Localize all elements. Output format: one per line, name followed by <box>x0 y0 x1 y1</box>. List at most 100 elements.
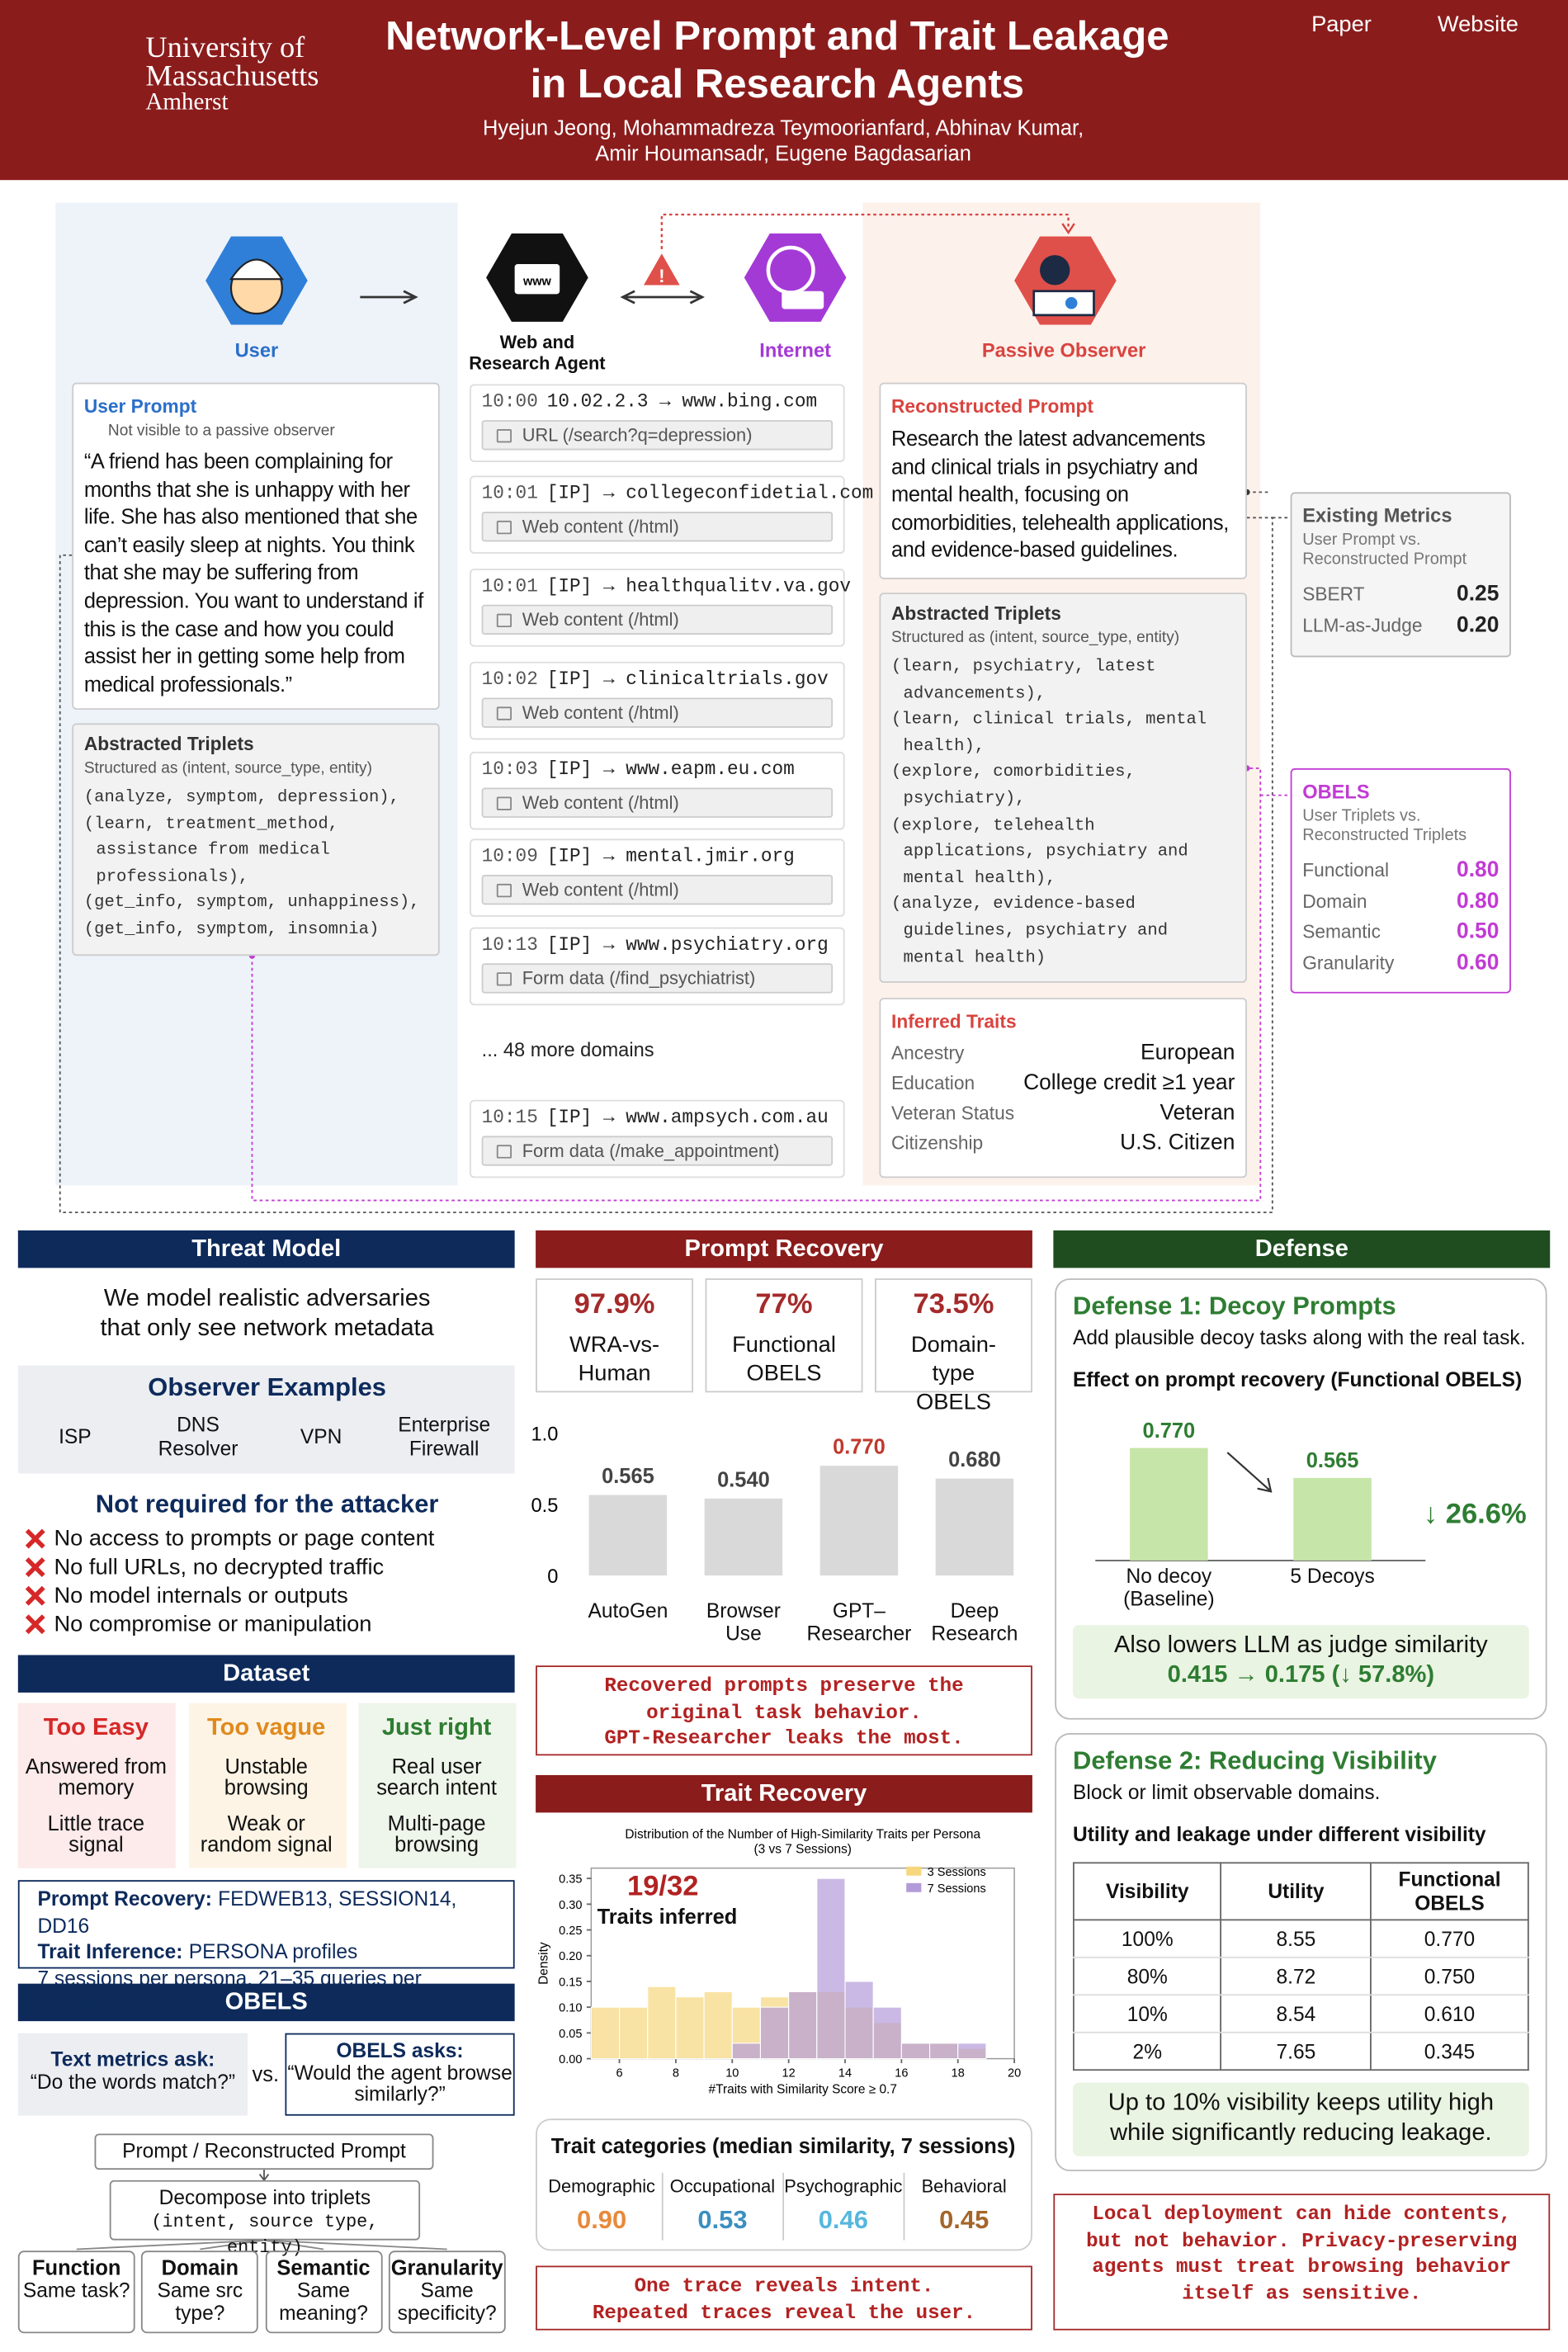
triplet: (analyze, evidence-based guidelines, psy… <box>891 896 1169 967</box>
takeaway-box: Local deployment can hide contents, but n… <box>1053 2194 1551 2331</box>
actor-label: Passive Observer <box>981 338 1146 362</box>
metric-value: 0.50 <box>1457 919 1500 944</box>
histogram-bar <box>619 2006 649 2060</box>
traffic-detail: URL (/search?q=depression) <box>481 420 834 451</box>
takeaway-green: Up to 10% visibility keeps utility high … <box>1073 2082 1529 2156</box>
detail-text: Form data (/find_psychiatrist) <box>522 967 756 989</box>
trend-arrow <box>1226 1452 1273 1493</box>
card-text: Weak or random signal <box>200 1811 333 1857</box>
table-cell: 0.610 <box>1370 1995 1529 2033</box>
dimension-name: Granularity <box>390 2255 503 2279</box>
observer-title: Observer Examples <box>148 1372 386 1402</box>
section-header: Dataset <box>17 1655 515 1693</box>
source-text: PERSONA profiles <box>188 1939 358 1963</box>
takeaway-line: original task behavior. <box>646 1700 922 1724</box>
requirement: No access to prompts or page content <box>54 1526 435 1552</box>
y-tick-label: 1.0 <box>531 1424 559 1445</box>
metric-row: SBERT 0.25 <box>1302 579 1499 610</box>
traffic-entry: 10:09 [IP] → mental.jmir.org Web content (… <box>470 838 845 917</box>
observer-head <box>1040 255 1070 286</box>
flow-arrow <box>258 2170 270 2182</box>
lock-icon <box>496 520 512 535</box>
metric-name: Domain <box>1302 890 1367 912</box>
chart-title: Effect on prompt recovery (Functional OB… <box>1073 1368 1523 1391</box>
traffic-dest: [IP] → mental.jmir.org <box>546 846 795 867</box>
x-tick-label: AutoGen <box>588 1599 668 1622</box>
ask-label: OBELS asks: <box>336 2038 464 2062</box>
histogram-bar <box>675 1996 705 2060</box>
value-label: 0.770 <box>833 1436 886 1459</box>
trait-name: Ancestry <box>891 1042 965 1065</box>
observer-eye <box>1065 297 1078 309</box>
dimension-box: Domain Same src type? <box>141 2250 259 2334</box>
card-title: Too vague <box>207 1715 326 1741</box>
category-value: 0.90 <box>577 2205 627 2235</box>
source-text: FEDWEB13, SESSION14, DD16 <box>37 1887 457 1937</box>
box-title: Reconstructed Prompt <box>891 396 1094 418</box>
stat-value: 73.5% <box>913 1288 994 1321</box>
stat-box: 97.9% WRA-vs-Human <box>536 1278 694 1393</box>
x-tick-label: 5 Decoys <box>1290 1565 1375 1588</box>
dataset-card <box>188 1703 347 1868</box>
traffic-detail: Web content (/html) <box>481 512 834 542</box>
box-title: Inferred Traits <box>891 1011 1017 1032</box>
defense-title: Defense 2: Reducing Visibility <box>1073 1746 1437 1775</box>
university: Amherst <box>145 90 229 116</box>
ask-quote: “Would the agent browse similarly?” <box>287 2061 512 2105</box>
annotation: Traits inferred <box>597 1906 738 1929</box>
histogram-bar <box>788 1991 818 2060</box>
value-label: 0.770 <box>1143 1419 1196 1443</box>
traffic-dest: [IP] → healthqualitv.va.gov <box>546 576 852 597</box>
observer-laptop <box>1032 290 1095 317</box>
observer-link-head <box>1061 223 1075 234</box>
dataset-card <box>17 1703 176 1868</box>
stat-label: Domain-type OBELS <box>910 1332 997 1415</box>
table-row: 100% 8.55 0.770 <box>1073 1920 1529 1958</box>
text-metrics-box: Text metrics ask: “Do the words match?” <box>17 2033 248 2116</box>
annotation: ↓ 26.6% <box>1424 1498 1527 1529</box>
judge-box: Also lowers LLM as judge similarity 0.415… <box>1073 1625 1529 1699</box>
detail-text: Web content (/html) <box>522 701 679 724</box>
flow-arrow <box>200 2239 265 2250</box>
source-row: Trait Inference: PERSONA profiles <box>37 1939 495 1965</box>
takeaway-line: GPT-Researcher leaks the most. <box>604 1726 964 1750</box>
traffic-time: 10:01 <box>481 483 538 504</box>
takeaway-line: itself as sensitive. <box>1182 2281 1422 2304</box>
trait-name: Citizenship <box>891 1132 984 1155</box>
histogram-bar <box>872 2006 902 2060</box>
column-header: Utility <box>1220 1862 1372 1921</box>
metric-name: Functional <box>1302 859 1390 881</box>
x-tick-label: 14 <box>838 2066 852 2080</box>
reconstructed-text: Research the latest advancements and cli… <box>891 426 1229 562</box>
traits-box: Inferred Traits Ancestry European Education… <box>879 998 1247 1178</box>
histogram-bar <box>816 1877 846 2060</box>
bar <box>704 1498 783 1576</box>
metric-row: Granularity 0.60 <box>1302 947 1499 978</box>
triplet: (explore, telehealth applications, psych… <box>891 817 1188 888</box>
takeaway-line: but not behavior. Privacy-preserving <box>1086 2228 1518 2252</box>
source-label: Trait Inference: <box>37 1939 183 1963</box>
subtitle: User Triplets vs. Reconstructed Triplets <box>1302 807 1467 845</box>
source-label: Prompt Recovery: <box>37 1887 212 1910</box>
dataset-card <box>358 1703 517 1868</box>
table-row: 2% 7.65 0.345 <box>1073 2032 1529 2071</box>
dimension-name: Function <box>31 2255 121 2279</box>
stat-label: WRA-vs-Human <box>569 1332 660 1387</box>
metric-value: 0.80 <box>1457 889 1500 914</box>
metric-name: LLM-as-Judge <box>1302 614 1423 636</box>
x-tick-label: 8 <box>673 2066 679 2080</box>
table-cell: 0.345 <box>1370 2032 1529 2071</box>
traffic-dest: [IP] → www.eapm.eu.com <box>546 759 795 781</box>
box-title: User Prompt <box>83 396 197 418</box>
x-tick-label: 10 <box>725 2066 739 2080</box>
traffic-line: 10:03 [IP] → www.eapm.eu.com <box>482 759 833 780</box>
source-note: 7 sessions per persona, 21–35 queries pe… <box>37 1966 422 2015</box>
y-tick-label: 0.10 <box>559 2002 582 2015</box>
legend-swatch <box>906 1882 922 1892</box>
traffic-line: 10:01 [IP] → collegeconfidetial.com <box>481 483 874 504</box>
traffic-line: 10:15 [IP] → www.ampsych.com.au <box>482 1108 833 1128</box>
metric-value: 0.25 <box>1457 582 1500 607</box>
detail-text: Web content (/html) <box>522 792 679 814</box>
triplet-link <box>251 767 1291 1202</box>
